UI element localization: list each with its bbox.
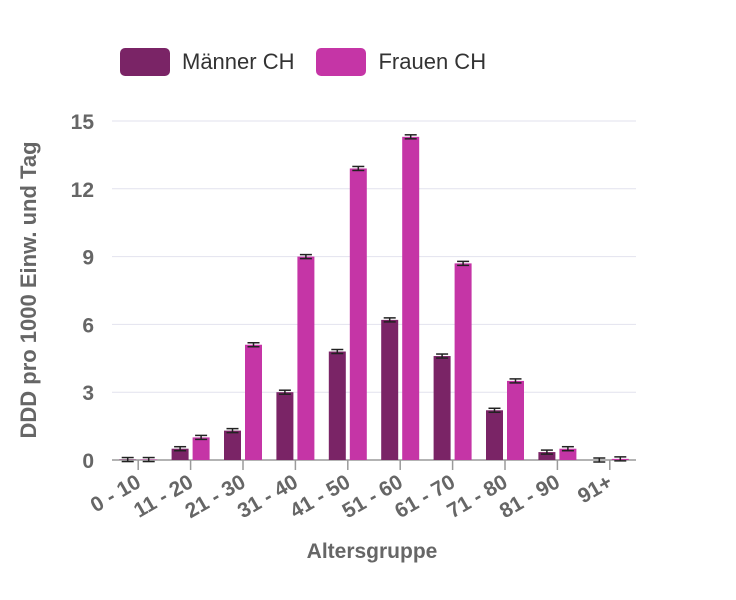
error-bar [383,317,396,323]
bar-women[interactable] [507,380,524,460]
y-tick-label: 9 [82,247,94,270]
error-bar [247,341,260,348]
legend-item-women[interactable]: Frauen CH [316,48,486,76]
bar-men[interactable] [538,452,556,460]
bar-women[interactable] [454,263,472,460]
error-bar [436,353,449,359]
error-bar [331,348,344,355]
legend-label-men: Männer CH [182,49,295,74]
gridlines [112,120,636,461]
bar-women[interactable] [245,344,262,460]
y-tick-label: 3 [82,382,94,405]
y-axis-title: DDD pro 1000 Einw. und Tag [16,141,41,438]
error-bar [278,389,291,395]
x-tick-label: 91+ [574,470,616,508]
y-tick-label: 0 [82,450,94,473]
error-bar [457,260,470,267]
bar-men[interactable] [433,356,451,460]
x-tick-label: 21 - 30 [181,470,249,523]
bar-men[interactable] [276,392,294,460]
error-bar [174,445,187,452]
x-tick-label: 71 - 80 [443,470,511,523]
error-bar [540,449,553,455]
error-bar [195,434,208,441]
x-tick-label: 41 - 50 [286,470,354,523]
error-bar [226,427,239,434]
bar-women[interactable] [559,448,577,460]
bar-women[interactable] [192,437,210,460]
bar-men[interactable] [486,410,503,460]
x-tick-label: 61 - 70 [391,470,459,523]
error-bar [404,134,417,140]
bar-men[interactable] [171,448,189,460]
error-bar [593,457,606,463]
error-bar [142,456,155,463]
y-tick-label: 15 [71,111,95,134]
bar-women[interactable] [349,168,367,460]
bar-women[interactable] [297,256,315,460]
y-axis-ticks: 0 3 6 9 12 15 [71,111,95,473]
legend: Männer CH Frauen CH [120,48,486,76]
legend-swatch-women [316,48,367,76]
bars [119,134,629,463]
x-tick-label: 31 - 40 [234,470,302,523]
error-bar [121,456,134,463]
bar-men[interactable] [224,430,241,460]
bar-men[interactable] [381,319,399,460]
error-bar [614,456,627,462]
y-tick-label: 6 [82,314,94,337]
error-bar [352,165,365,172]
x-tick-label: 51 - 60 [339,470,407,523]
bar-women[interactable] [402,136,420,460]
x-axis-title: Altersgruppe [307,540,438,563]
error-bar [299,253,312,260]
bar-men[interactable] [328,351,346,460]
legend-label-women: Frauen CH [378,49,487,74]
legend-item-men[interactable]: Männer CH [120,48,294,76]
x-tick-label: 81 - 90 [496,470,564,523]
legend-swatch-men [120,48,170,76]
y-tick-label: 12 [71,179,94,202]
error-bar [561,445,574,452]
error-bar [488,407,501,414]
error-bar [509,378,522,384]
